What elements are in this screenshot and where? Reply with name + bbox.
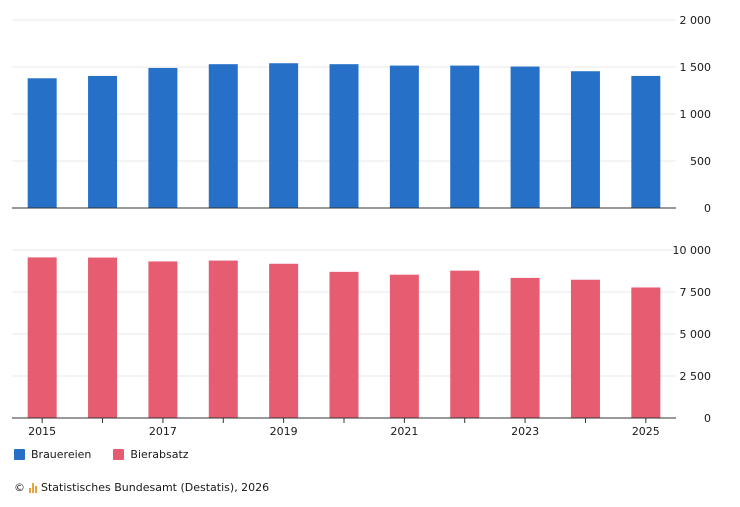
y-tick-label: 2 000 — [680, 14, 712, 27]
y-tick-label: 5 000 — [680, 328, 712, 341]
bar-brauereien-2015 — [27, 78, 57, 208]
chart-area: 0 500 1 000 1 500 2 000 0 2 500 5 000 7 500 10 00… — [12, 14, 712, 438]
legend-item-bierabsatz[interactable]: Bierabsatz — [113, 448, 189, 461]
bar-bierabsatz-2021 — [389, 274, 419, 418]
y-tick-label: 7 500 — [680, 286, 712, 299]
bar-brauereien-2023 — [510, 66, 540, 208]
bar-bierabsatz-2018 — [208, 260, 238, 418]
source-text: Statistisches Bundesamt (Destatis), 2026 — [41, 481, 270, 494]
bar-brauereien-2020 — [329, 64, 359, 209]
legend-item-brauereien[interactable]: Brauereien — [14, 448, 91, 461]
y-tick-label: 500 — [690, 155, 711, 168]
x-tick-label: 2015 — [28, 425, 56, 438]
x-tick-label: 2017 — [149, 425, 177, 438]
x-tick-label: 2023 — [511, 425, 539, 438]
legend-swatch-brauereien — [14, 449, 25, 460]
bar-bierabsatz-2016 — [88, 257, 118, 418]
x-tick-label: 2021 — [390, 425, 418, 438]
y-tick-label: 2 500 — [680, 370, 712, 383]
legend-swatch-bierabsatz — [113, 449, 125, 460]
x-tick-label: 2025 — [632, 425, 660, 438]
bar-brauereien-2016 — [88, 75, 118, 209]
y-tick-label: 0 — [704, 202, 711, 215]
bar-brauereien-2019 — [269, 63, 299, 208]
bar-brauereien-2024 — [570, 71, 600, 208]
bar-brauereien-2025 — [631, 75, 661, 209]
copyright-symbol: © — [14, 481, 25, 494]
bar-brauereien-2017 — [148, 67, 178, 208]
bar-brauereien-2021 — [389, 65, 419, 208]
bar-brauereien-2018 — [208, 64, 238, 209]
legend-label-bierabsatz: Bierabsatz — [130, 448, 189, 461]
x-tick-label: 2019 — [270, 425, 298, 438]
destatis-logo-icon — [29, 482, 37, 493]
source-note: © Statistisches Bundesamt (Destatis), 20… — [14, 481, 269, 494]
bar-bierabsatz-2017 — [148, 261, 178, 418]
bar-bierabsatz-2015 — [27, 257, 57, 418]
bar-brauereien-2022 — [450, 65, 480, 208]
bar-bierabsatz-2019 — [269, 263, 299, 418]
legend-label-brauereien: Brauereien — [31, 448, 92, 461]
y-tick-label: 1 000 — [680, 108, 712, 121]
bar-bierabsatz-2022 — [450, 270, 480, 418]
y-tick-label: 1 500 — [680, 61, 712, 74]
bar-bierabsatz-2024 — [570, 279, 600, 418]
bar-bierabsatz-2020 — [329, 271, 359, 418]
bar-bierabsatz-2023 — [510, 277, 540, 418]
y-tick-label: 10 000 — [673, 244, 712, 257]
bar-bierabsatz-2025 — [631, 287, 661, 418]
legend: Brauereien Bierabsatz — [14, 448, 189, 461]
y-tick-label: 0 — [704, 412, 711, 425]
